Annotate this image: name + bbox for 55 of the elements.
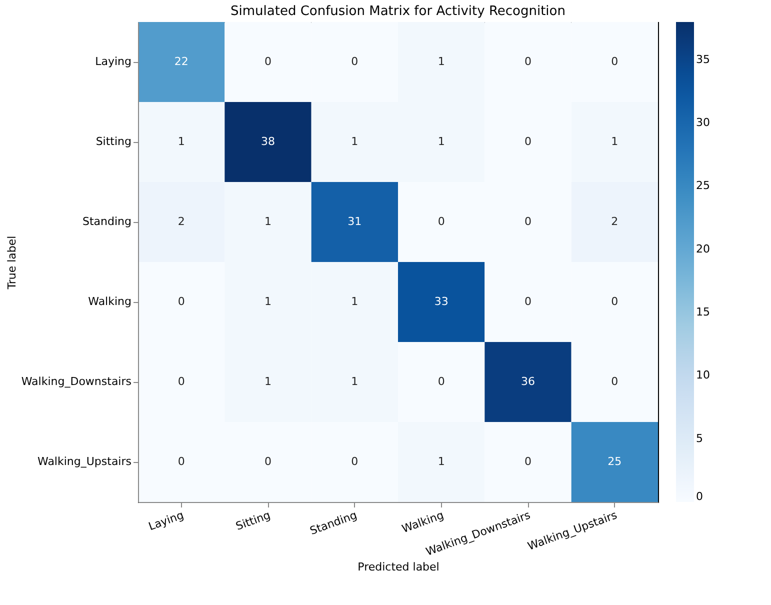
data-label: 31 xyxy=(348,215,362,228)
data-label: 36 xyxy=(521,375,535,388)
data-label: 0 xyxy=(351,55,358,68)
data-label: 1 xyxy=(264,295,272,308)
data-label: 1 xyxy=(351,375,358,388)
y-tick-label: Standing xyxy=(82,215,132,228)
data-label: 0 xyxy=(611,295,618,308)
data-label: 22 xyxy=(174,55,188,68)
data-label: 1 xyxy=(351,295,358,308)
data-label: 0 xyxy=(438,215,445,228)
data-label: 0 xyxy=(524,135,532,148)
x-tick-label: Sitting xyxy=(234,508,272,533)
data-label: 0 xyxy=(178,375,185,388)
data-label: 1 xyxy=(264,375,272,388)
data-label: 2 xyxy=(178,215,185,228)
data-label: 0 xyxy=(524,455,532,468)
data-label: 0 xyxy=(264,55,272,68)
color-bar-label: 25 xyxy=(696,179,710,192)
data-label: 0 xyxy=(611,55,618,68)
data-label: 1 xyxy=(438,55,445,68)
data-label: 0 xyxy=(178,455,185,468)
data-label: 25 xyxy=(608,455,622,468)
data-label: 0 xyxy=(351,455,358,468)
data-label: 1 xyxy=(351,135,358,148)
data-label: 0 xyxy=(178,295,185,308)
y-tick-label: Walking_Downstairs xyxy=(21,375,132,388)
data-label: 1 xyxy=(611,135,618,148)
data-label: 1 xyxy=(178,135,185,148)
data-label: 33 xyxy=(434,295,448,308)
data-label: 2 xyxy=(611,215,618,228)
data-label: 1 xyxy=(438,135,445,148)
color-bar-label: 15 xyxy=(696,306,710,319)
y-tick-label: Sitting xyxy=(96,135,132,148)
data-label: 0 xyxy=(524,295,532,308)
y-axis-title: True label xyxy=(5,236,18,290)
data-label: 0 xyxy=(438,375,445,388)
color-bar-label: 30 xyxy=(696,116,710,130)
data-label: 0 xyxy=(264,455,272,468)
color-bar-label: 20 xyxy=(696,242,710,256)
color-bar-label: 35 xyxy=(696,52,710,66)
y-tick-label: Walking xyxy=(88,295,132,308)
data-label: 1 xyxy=(438,455,445,468)
x-tick-label: Laying xyxy=(146,508,186,534)
data-label: 1 xyxy=(264,215,272,228)
data-label: 0 xyxy=(524,55,532,68)
color-bar-label: 10 xyxy=(696,368,710,382)
data-label: 38 xyxy=(261,135,275,148)
y-tick-label: Laying xyxy=(95,55,132,68)
x-axis-title: Predicted label xyxy=(358,560,440,574)
data-label: 0 xyxy=(611,375,618,388)
color-bar-label: 5 xyxy=(696,432,703,445)
color-bar-label: 0 xyxy=(696,490,703,503)
data-label: 0 xyxy=(524,215,532,228)
chart-title: Simulated Confusion Matrix for Activity Recognition xyxy=(230,4,566,19)
y-tick-label: Walking_Upstairs xyxy=(38,455,132,468)
